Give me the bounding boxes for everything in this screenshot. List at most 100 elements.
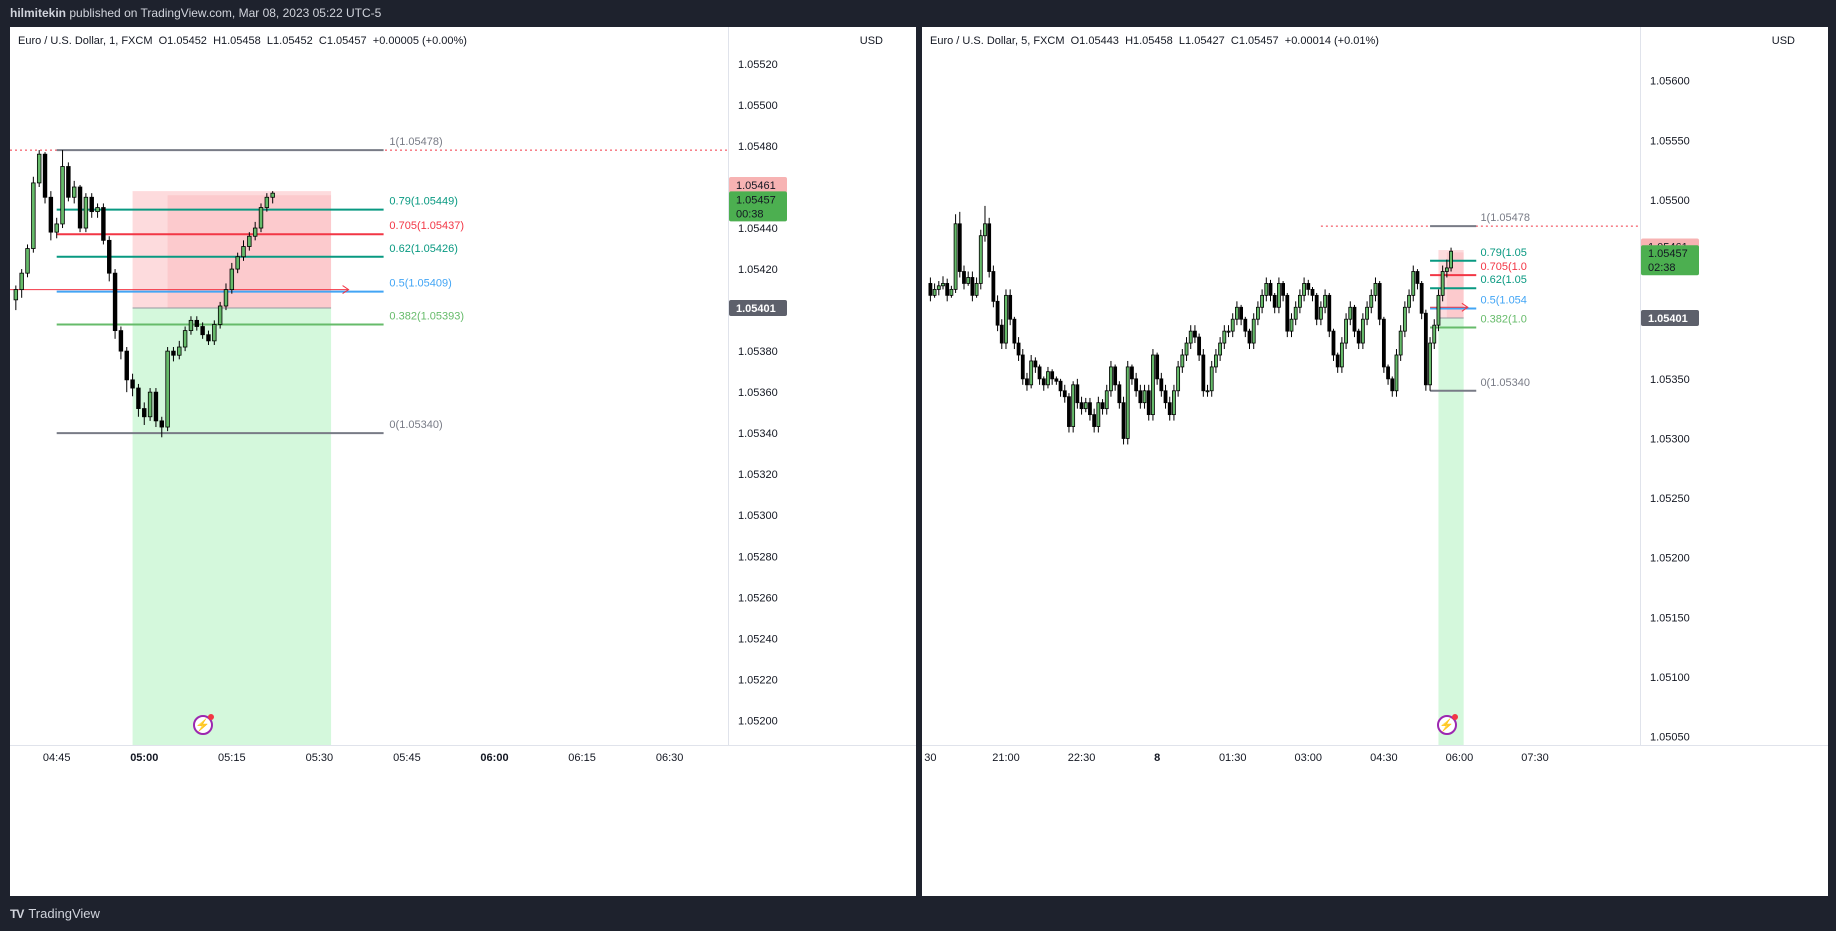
lightning-icon[interactable]: ⚡ — [192, 714, 214, 735]
candle-body — [1369, 294, 1374, 308]
target-zone — [1438, 318, 1464, 745]
price-label: 1.05457 — [736, 194, 776, 206]
candle-body — [1037, 366, 1042, 380]
chart-canvas-1min[interactable]: 1(1.05478) 0.79(1.05449) 0.705(1.05437) 0.6… — [10, 27, 916, 896]
x-tick-label: 8 — [1154, 752, 1160, 764]
candle-body — [1365, 306, 1369, 320]
author-name[interactable]: hilmitekin — [10, 6, 67, 20]
candle-body — [1381, 318, 1386, 368]
x-tick-label: 01:30 — [1219, 752, 1247, 764]
fib-level-label: 0.79(1.05449) — [389, 196, 458, 208]
x-tick-label: 06:15 — [568, 752, 596, 764]
candle-body — [1432, 324, 1437, 344]
price-label: 1.05457 — [1648, 248, 1688, 260]
candle-body — [949, 288, 954, 296]
candle-body — [1121, 402, 1126, 439]
close-value: C1.05457 — [318, 35, 367, 47]
candle-body — [101, 207, 106, 241]
footer-bar: TV TradingView — [0, 897, 1836, 931]
candle-body — [1155, 354, 1160, 380]
candle-body — [177, 346, 182, 356]
y-tick-label: 1.05050 — [1650, 732, 1690, 744]
price-label: 1.05401 — [1648, 313, 1688, 325]
candle-body — [182, 330, 188, 348]
candle-body — [107, 239, 112, 274]
candle-body — [1386, 366, 1390, 380]
candle-body — [1335, 354, 1340, 368]
candle-body — [1256, 306, 1260, 320]
candle-body — [1449, 250, 1453, 269]
candle-body — [1444, 267, 1449, 272]
candle-body — [999, 324, 1004, 344]
tradingview-logo-icon[interactable]: TV — [10, 907, 24, 921]
time-axis-bg — [10, 745, 916, 896]
candle-body — [1268, 283, 1273, 296]
candle-body — [112, 272, 118, 332]
y-tick-label: 1.05600 — [1650, 76, 1690, 88]
y-tick-label: 1.05220 — [738, 674, 778, 686]
candle-body — [66, 166, 71, 198]
candle-body — [1113, 366, 1118, 386]
price-label-box — [729, 191, 787, 222]
chart-panel-5min[interactable]: 1(1.05478 0.79(1.05 0.705(1.0 0.62(1.05 0.5(… — [922, 27, 1828, 896]
candle-body — [95, 207, 100, 213]
symbol-label[interactable]: Euro / U.S. Dollar, 5, FXCM — [930, 35, 1065, 47]
fib-level-label: 0.62(1.05426) — [389, 243, 458, 255]
candle-body — [1323, 294, 1327, 308]
chart-canvas-5min[interactable]: 1(1.05478 0.79(1.05 0.705(1.00.62(1.05 0.5(… — [922, 27, 1828, 896]
price-label-countdown: 02:38 — [1648, 262, 1676, 274]
candle-body — [1201, 354, 1206, 392]
candle-body — [1188, 330, 1193, 344]
x-tick-label: 06:30 — [656, 752, 684, 764]
candle-body — [188, 319, 194, 332]
x-tick-label: 05:45 — [393, 752, 421, 764]
arrow-head — [1461, 302, 1469, 312]
y-tick-label: 1.05200 — [1650, 553, 1690, 565]
candle-body — [1062, 390, 1067, 398]
chart-panel-1min[interactable]: 1(1.05478) 0.79(1.05449) 0.705(1.05437) 0.6… — [10, 27, 916, 896]
fib-level-label: 0.62(1.05 — [1480, 274, 1526, 286]
candle-body — [1277, 283, 1281, 308]
candle-body — [235, 256, 240, 270]
x-tick-label: 03:00 — [1295, 752, 1323, 764]
time-axis-bg — [922, 745, 1828, 896]
candle-body — [1134, 378, 1139, 392]
candle-body — [1339, 342, 1344, 368]
candle-body — [1184, 342, 1189, 356]
candle-body — [1096, 402, 1101, 427]
candle-body — [928, 283, 933, 296]
candle-body — [1226, 330, 1231, 333]
x-tick-label: 06:00 — [480, 752, 508, 764]
price-label-box — [729, 176, 787, 193]
candle-body — [1193, 330, 1197, 338]
candle-body — [1033, 360, 1038, 368]
y-tick-label: 1.05240 — [738, 633, 778, 645]
candle-body — [1352, 306, 1357, 332]
symbol-label[interactable]: Euro / U.S. Dollar, 1, FXCM — [18, 35, 153, 47]
candle-body — [1142, 390, 1147, 404]
fib-level-label: 0(1.05340 — [1480, 377, 1530, 389]
y-tick-label: 1.05440 — [738, 223, 778, 235]
candle-body — [1146, 390, 1151, 416]
candle-body — [1172, 390, 1176, 416]
fib-level-label: 0.79(1.05 — [1480, 247, 1526, 259]
candle-body — [1297, 294, 1302, 308]
candle-body — [1289, 318, 1294, 332]
x-tick-label: 22:30 — [1068, 752, 1096, 764]
fib-level-label: 0.5(1.05409) — [389, 278, 451, 290]
candle-body — [36, 153, 42, 184]
candle-body — [147, 391, 153, 418]
candle-body — [54, 223, 59, 233]
x-tick-label: 05:30 — [306, 752, 334, 764]
candle-body — [1318, 306, 1323, 320]
x-tick-label: 05:15 — [218, 752, 246, 764]
price-label-box — [1641, 310, 1699, 327]
x-tick-label: 30 — [924, 752, 936, 764]
candle-body — [264, 196, 270, 208]
lightning-icon[interactable]: ⚡ — [1436, 714, 1458, 735]
candle-body — [1377, 283, 1382, 320]
close-value: C1.05457 — [1230, 35, 1279, 47]
candle-body — [1109, 366, 1113, 392]
candle-body — [1209, 366, 1214, 392]
brand-name[interactable]: TradingView — [28, 906, 100, 921]
